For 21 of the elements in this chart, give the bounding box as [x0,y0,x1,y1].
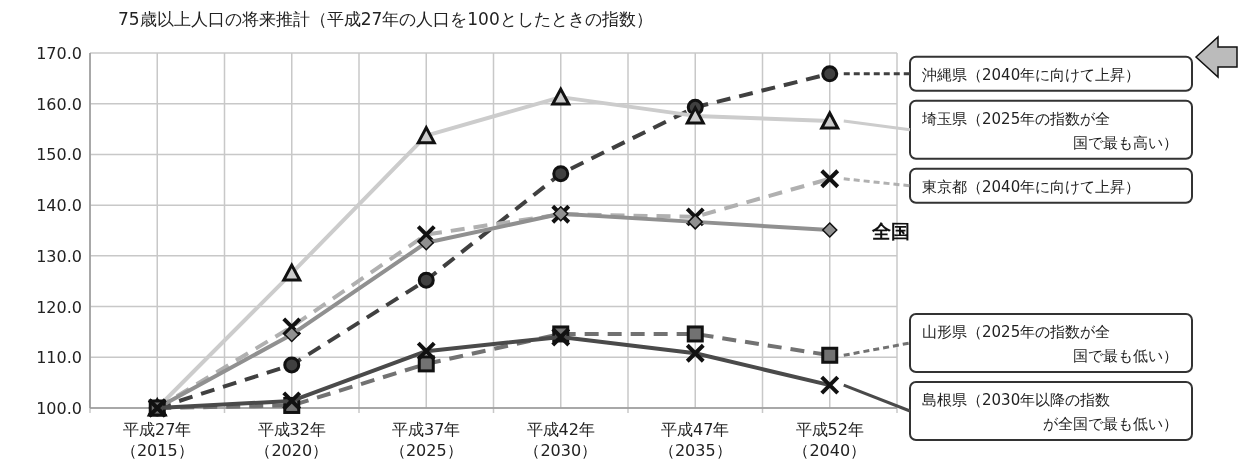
y-tick-label: 110.0 [36,348,82,368]
x-tick-label: 平成32年（2020） [255,420,329,460]
y-tick-label: 100.0 [36,399,82,418]
y-tick-label: 150.0 [36,145,82,165]
x-tick-label: 平成37年（2025） [389,420,463,460]
y-tick-label: 140.0 [36,196,82,216]
legend-label: 島根県（2030年以降の指数が全国で最も低い） [922,391,1178,433]
legend-label: 沖縄県（2040年に向けて上昇） [922,65,1141,84]
y-tick-label: 130.0 [36,246,82,266]
x-tick-label: 平成42年（2030） [524,420,598,460]
x-tick-label: 平成52年（2040） [793,420,867,460]
y-tick-label: 160.0 [36,94,82,114]
legend-label: 山形県（2025年の指数が全国で最も低い） [922,323,1178,365]
x-tick-label: 平成27年（2015） [120,420,194,460]
y-tick-label: 120.0 [36,297,82,317]
chart-title: 75歳以上人口の将来推計（平成27年の人口を100としたときの指数） [118,9,653,29]
legend-label: 東京都（2040年に向けて上昇） [922,177,1141,196]
x-tick-label: 平成47年（2035） [658,420,732,460]
legend-label: 埼玉県（2025年の指数が全国で最も高い） [921,109,1178,152]
series-label: 全国 [870,219,910,242]
y-tick-label: 170.0 [36,44,82,63]
